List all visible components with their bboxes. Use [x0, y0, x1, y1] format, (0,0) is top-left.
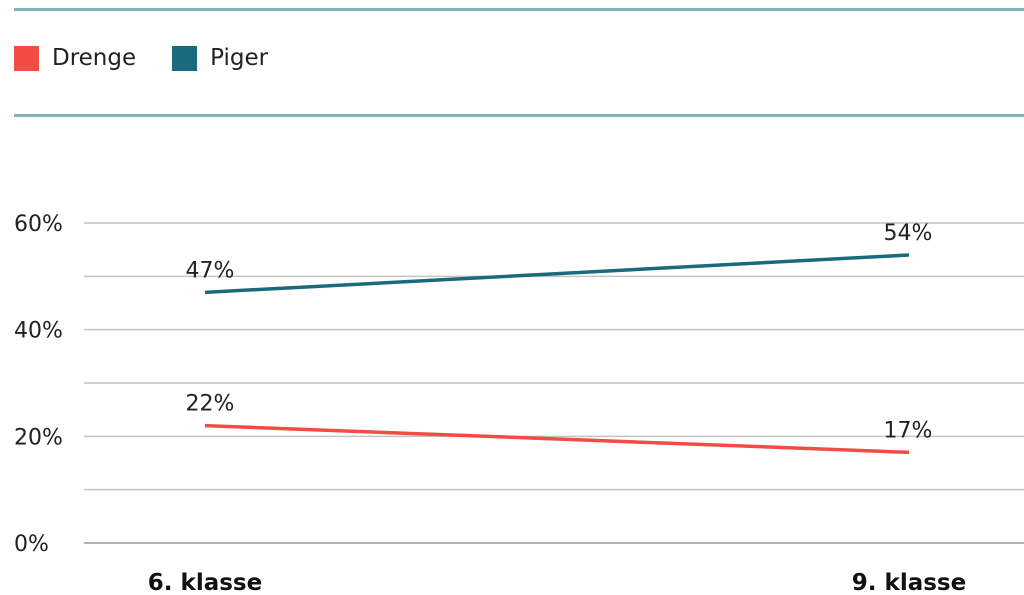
series-line-drenge [204, 423, 910, 455]
data-label: 54% [884, 221, 933, 246]
legend-divider [14, 114, 1024, 117]
legend-item-drenge: Drenge [14, 45, 136, 71]
legend-label-piger: Piger [210, 45, 269, 71]
x-tick-label: 6. klasse [148, 570, 262, 595]
series-line-piger [204, 253, 910, 295]
y-tick-label: 20% [14, 425, 63, 450]
y-tick-label: 0% [14, 532, 49, 557]
top-divider [14, 8, 1024, 11]
x-tick-label: 9. klasse [852, 570, 966, 595]
data-label: 22% [186, 392, 235, 417]
y-tick-label: 40% [14, 319, 63, 344]
legend-swatch-drenge [14, 45, 39, 71]
legend: Drenge Piger [14, 45, 304, 71]
legend-item-piger: Piger [172, 45, 268, 71]
legend-label-drenge: Drenge [52, 45, 137, 71]
data-label: 47% [186, 258, 235, 283]
legend-swatch-piger [172, 45, 198, 71]
y-tick-label: 60% [14, 212, 63, 237]
data-label: 17% [884, 418, 933, 443]
